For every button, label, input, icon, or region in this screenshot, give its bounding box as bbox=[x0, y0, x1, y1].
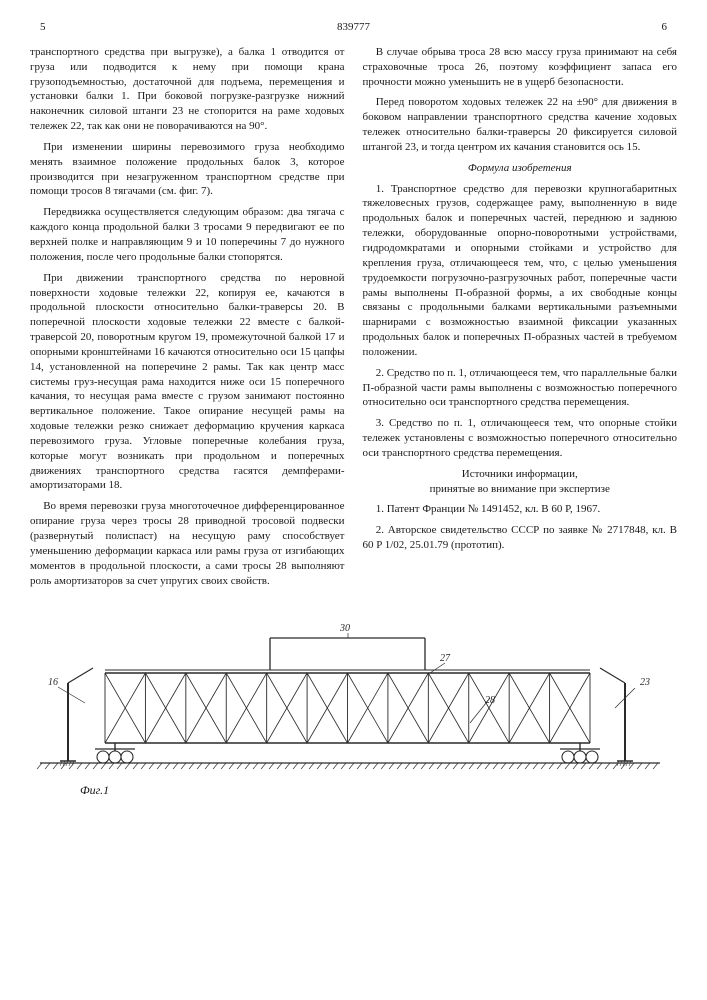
paragraph: транспортного средства при выгрузке), а … bbox=[30, 45, 345, 134]
reference: 2. Авторское свидетельство СССР по заявк… bbox=[363, 523, 678, 553]
paragraph: Передвижка осуществляется следующим обра… bbox=[30, 205, 345, 264]
doc-number: 839777 bbox=[337, 20, 370, 35]
technical-drawing: 16 30 27 28 23 bbox=[30, 613, 670, 783]
page-header: 5 839777 6 bbox=[30, 20, 677, 35]
paragraph: Во время перевозки груза многоточечное д… bbox=[30, 499, 345, 588]
figure-label: Фиг.1 bbox=[80, 782, 109, 798]
text-columns: транспортного средства при выгрузке), а … bbox=[30, 45, 677, 589]
page-num-right: 6 bbox=[662, 20, 668, 35]
sources-title: Источники информации, принятые во вниман… bbox=[363, 467, 678, 497]
svg-text:30: 30 bbox=[339, 623, 350, 634]
svg-text:28: 28 bbox=[485, 695, 495, 706]
figure-1: 1630272823 Фиг.1 bbox=[30, 613, 677, 793]
paragraph: В случае обрыва троса 28 всю массу груза… bbox=[363, 45, 678, 90]
page-num-left: 5 bbox=[40, 20, 46, 35]
paragraph: При движении транспортного средства по н… bbox=[30, 271, 345, 494]
paragraph: При изменении ширины перевозимого груза … bbox=[30, 140, 345, 199]
svg-text:27: 27 bbox=[440, 653, 451, 664]
paragraph: Перед поворотом ходовых тележек 22 на ±9… bbox=[363, 95, 678, 154]
formula-title: Формула изобретения bbox=[363, 161, 678, 176]
claim: 2. Средство по п. 1, отличающееся тем, ч… bbox=[363, 366, 678, 411]
svg-text:23: 23 bbox=[640, 677, 650, 688]
reference: 1. Патент Франции № 1491452, кл. B 60 P,… bbox=[363, 502, 678, 517]
claim: 3. Средство по п. 1, отличающееся тем, ч… bbox=[363, 416, 678, 461]
claim: 1. Транспортное средство для перевозки к… bbox=[363, 182, 678, 360]
svg-text:16: 16 bbox=[48, 677, 58, 688]
